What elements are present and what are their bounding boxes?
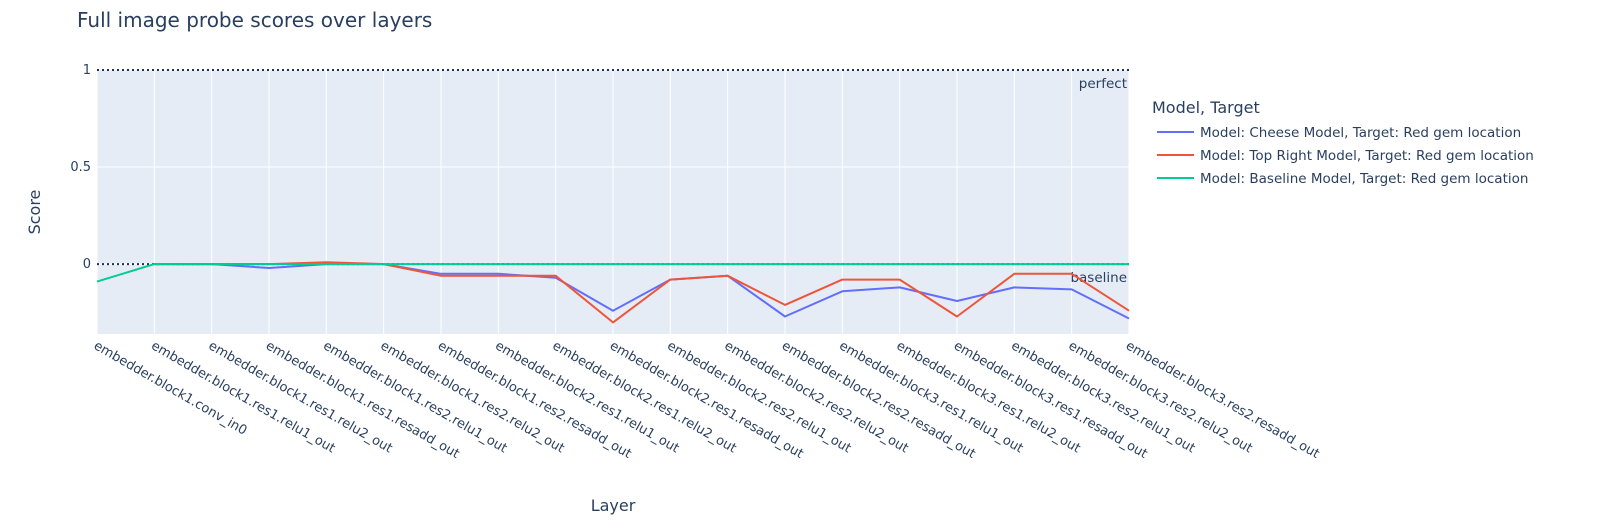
- series-line: [96, 263, 1129, 283]
- legend-item-label: Model: Baseline Model, Target: Red gem l…: [1200, 171, 1528, 187]
- legend-item-label: Model: Top Right Model, Target: Red gem …: [1200, 148, 1534, 164]
- y-tick-labels: 10.50: [70, 63, 91, 272]
- legend: Model, Target Model: Cheese Model, Targe…: [1152, 98, 1534, 187]
- x-tick-labels: embedder.block1.conv_in0embedder.block1.…: [91, 338, 1322, 461]
- y-tick-label: 0.5: [70, 160, 91, 175]
- legend-title: Model, Target: [1152, 98, 1260, 117]
- legend-item-label: Model: Cheese Model, Target: Red gem loc…: [1200, 125, 1521, 141]
- series-line: [154, 261, 1130, 324]
- chart-title: Full image probe scores over layers: [77, 8, 432, 32]
- reference-line-label: perfect: [1079, 76, 1127, 92]
- y-tick-label: 1: [83, 63, 91, 78]
- x-axis-title: Layer: [591, 496, 636, 515]
- series-lines: [96, 261, 1130, 324]
- y-axis-title: Score: [25, 190, 44, 235]
- y-tick-label: 0: [83, 257, 91, 272]
